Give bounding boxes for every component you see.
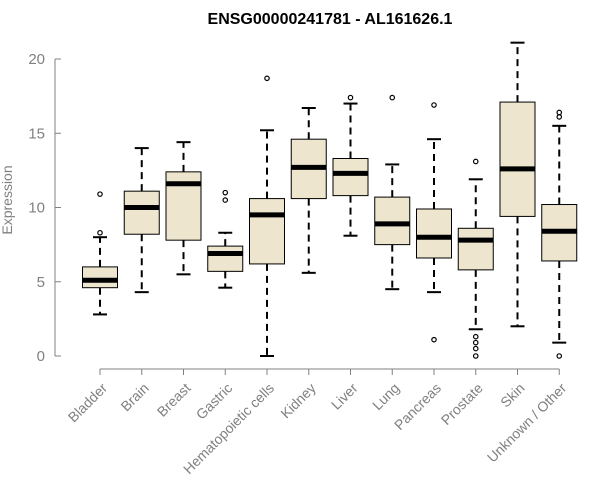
box-liver: [332, 94, 369, 237]
x-tick-label: Breast: [154, 380, 194, 420]
outlier-point: [556, 114, 563, 120]
box-skin: [499, 41, 536, 328]
outlier-point: [472, 345, 479, 352]
y-tick-label: 20: [28, 51, 45, 68]
outlier-point: [472, 339, 479, 346]
outlier-point: [347, 94, 354, 101]
outlier-point: [431, 102, 437, 108]
outlier-point: [222, 189, 229, 196]
iqr-box: [82, 266, 118, 289]
y-tick-label: 15: [28, 125, 45, 142]
outlier-point: [472, 158, 479, 165]
box-bladder: [82, 191, 118, 316]
box-prostate: [457, 158, 494, 359]
y-axis: 0 5 10 15 20: [28, 51, 61, 365]
outlier-point: [222, 197, 229, 203]
iqr-box: [416, 208, 452, 259]
outlier-point: [97, 229, 103, 236]
outlier-point: [389, 94, 396, 101]
outlier-point: [431, 336, 437, 343]
y-tick-label: 0: [37, 348, 45, 365]
iqr-box: [457, 227, 494, 271]
box-breast: [165, 141, 202, 276]
box-brain: [123, 147, 160, 294]
x-tick-label: Prostate: [438, 380, 486, 428]
boxes-group: [82, 41, 578, 359]
outlier-point: [472, 333, 479, 340]
iqr-box: [123, 190, 160, 235]
x-tick-label: Kidney: [277, 380, 319, 422]
iqr-box: [499, 101, 536, 217]
box-lung: [374, 94, 411, 291]
y-tick-label: 10: [28, 200, 45, 217]
x-tick-label: Skin: [497, 380, 528, 411]
iqr-box: [249, 198, 285, 265]
box-hematopoietic-cells: [249, 75, 285, 357]
x-tick-label: Brain: [117, 380, 151, 414]
outlier-point: [264, 75, 270, 82]
box-kidney: [290, 107, 327, 274]
box-gastric: [207, 189, 244, 289]
x-tick-label: Bladder: [65, 380, 111, 426]
outlier-point: [556, 353, 563, 359]
iqr-box: [207, 245, 244, 272]
iqr-box: [374, 196, 411, 246]
y-axis-label: Expression: [0, 165, 15, 234]
outlier-point: [556, 109, 563, 116]
chart-title: ENSG00000241781 - AL161626.1: [208, 11, 453, 28]
x-tick-label: Liver: [328, 380, 361, 413]
outlier-point: [472, 353, 479, 359]
x-tick-label: Unknown / Other: [484, 380, 570, 466]
x-tick-label: Lung: [369, 380, 402, 413]
iqr-box: [332, 157, 369, 197]
box-unknown-other: [541, 109, 578, 359]
outlier-point: [97, 191, 103, 197]
box-pancreas: [416, 102, 452, 343]
y-tick-label: 5: [37, 274, 45, 291]
